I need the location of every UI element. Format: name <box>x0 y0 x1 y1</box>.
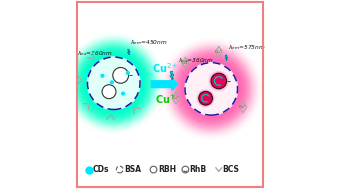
Circle shape <box>179 57 244 121</box>
Circle shape <box>173 50 250 128</box>
Circle shape <box>209 71 229 91</box>
Text: CDs: CDs <box>92 165 109 174</box>
Text: $\lambda_{ex}$=360nm: $\lambda_{ex}$=360nm <box>77 49 113 58</box>
Circle shape <box>199 91 212 105</box>
Circle shape <box>110 81 113 84</box>
Circle shape <box>170 47 253 131</box>
Circle shape <box>80 49 148 117</box>
Circle shape <box>76 46 151 120</box>
Circle shape <box>75 45 152 122</box>
Circle shape <box>200 92 212 104</box>
Circle shape <box>197 89 215 107</box>
Circle shape <box>209 72 228 90</box>
Circle shape <box>210 72 227 90</box>
Polygon shape <box>128 49 130 55</box>
Circle shape <box>198 90 214 106</box>
Circle shape <box>182 60 241 118</box>
Circle shape <box>211 73 226 89</box>
Circle shape <box>199 91 212 105</box>
Circle shape <box>215 77 223 85</box>
Text: Cu⁺: Cu⁺ <box>239 105 247 109</box>
Circle shape <box>69 38 158 128</box>
Circle shape <box>203 95 208 101</box>
Circle shape <box>126 71 129 74</box>
Circle shape <box>167 44 256 134</box>
Text: Cu⁺: Cu⁺ <box>172 96 180 100</box>
Circle shape <box>81 51 146 116</box>
Polygon shape <box>170 71 174 79</box>
Circle shape <box>72 42 155 125</box>
Circle shape <box>216 78 222 84</box>
Circle shape <box>185 63 238 115</box>
Circle shape <box>67 37 160 130</box>
Text: BCS: BCS <box>223 165 239 174</box>
Text: $\lambda_{em}$=450nm: $\lambda_{em}$=450nm <box>130 38 168 47</box>
Circle shape <box>185 63 238 115</box>
Circle shape <box>86 55 141 111</box>
Circle shape <box>212 74 226 88</box>
Circle shape <box>214 76 223 86</box>
Text: Cu$^{2+}$: Cu$^{2+}$ <box>152 61 178 75</box>
Circle shape <box>78 48 149 119</box>
Polygon shape <box>225 55 227 60</box>
Circle shape <box>174 52 248 126</box>
Circle shape <box>184 61 239 117</box>
Circle shape <box>87 57 140 109</box>
Text: Cu⁺: Cu⁺ <box>215 50 223 54</box>
Circle shape <box>70 40 157 126</box>
Text: Cu⁺: Cu⁺ <box>182 61 189 65</box>
Circle shape <box>83 52 144 114</box>
Polygon shape <box>69 64 73 73</box>
Text: $\lambda_{ex}$=360nm: $\lambda_{ex}$=360nm <box>177 56 214 65</box>
Text: $\lambda_{em}$=575nm: $\lambda_{em}$=575nm <box>227 43 265 52</box>
Circle shape <box>101 74 104 77</box>
Circle shape <box>202 95 209 102</box>
Circle shape <box>211 73 226 89</box>
Text: RBH: RBH <box>158 165 176 174</box>
Circle shape <box>73 43 154 123</box>
Text: Cu$^{+}$: Cu$^{+}$ <box>155 93 176 106</box>
Circle shape <box>181 58 242 120</box>
Circle shape <box>177 55 245 123</box>
Circle shape <box>165 43 258 135</box>
Circle shape <box>201 94 210 103</box>
Circle shape <box>185 63 238 115</box>
Circle shape <box>198 91 213 106</box>
FancyArrow shape <box>151 78 177 90</box>
Circle shape <box>202 94 210 102</box>
Circle shape <box>212 75 225 87</box>
Circle shape <box>171 49 252 129</box>
Circle shape <box>168 46 255 132</box>
Text: RhB: RhB <box>190 165 207 174</box>
Circle shape <box>122 92 124 95</box>
Circle shape <box>87 57 140 109</box>
Circle shape <box>176 53 247 124</box>
Circle shape <box>214 76 224 86</box>
Circle shape <box>84 54 143 113</box>
Circle shape <box>113 67 129 83</box>
Circle shape <box>87 57 140 109</box>
Circle shape <box>200 93 211 104</box>
Circle shape <box>102 85 116 99</box>
Text: BSA: BSA <box>124 165 141 174</box>
